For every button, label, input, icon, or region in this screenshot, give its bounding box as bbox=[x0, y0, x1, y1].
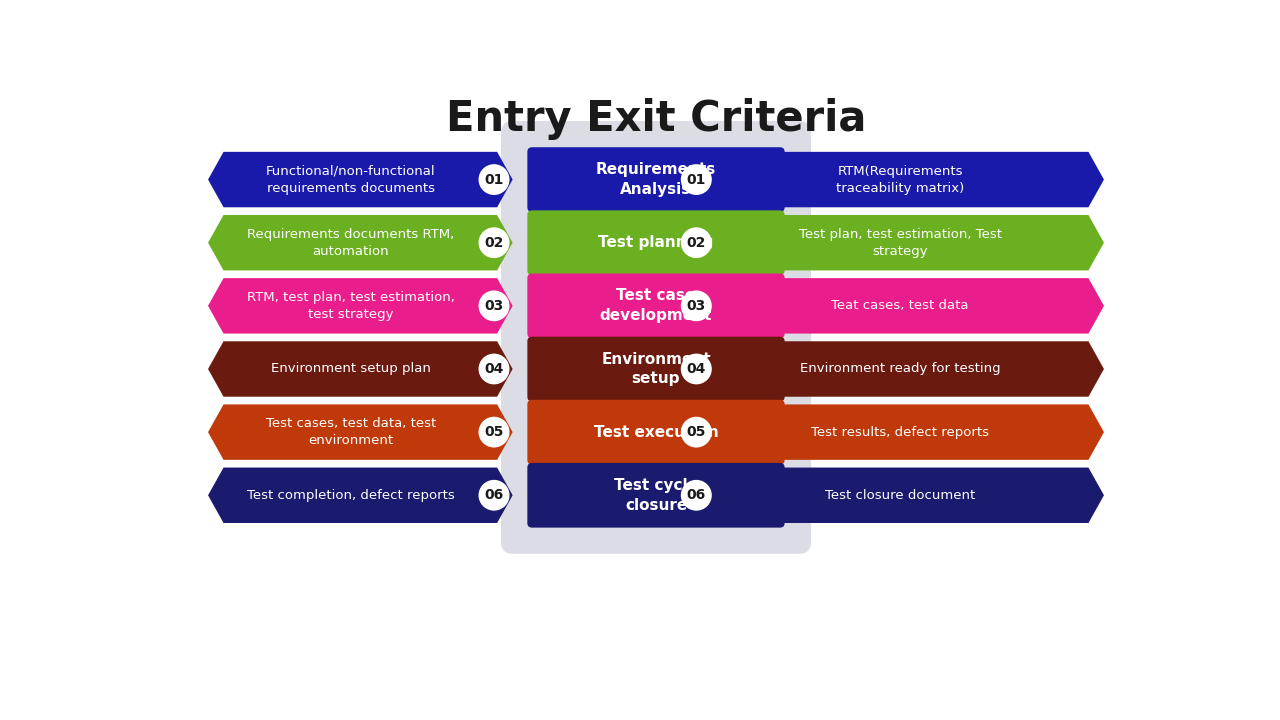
Polygon shape bbox=[209, 467, 512, 523]
Text: Test completion, defect reports: Test completion, defect reports bbox=[247, 489, 454, 502]
Text: Test cycle
closure: Test cycle closure bbox=[614, 478, 698, 513]
Text: Test cases, test data, test
environment: Test cases, test data, test environment bbox=[266, 417, 436, 447]
Text: 04: 04 bbox=[686, 362, 707, 376]
Text: 04: 04 bbox=[484, 362, 504, 376]
Circle shape bbox=[681, 290, 712, 321]
FancyBboxPatch shape bbox=[527, 337, 785, 401]
Text: Test execution: Test execution bbox=[594, 425, 718, 440]
Polygon shape bbox=[209, 341, 512, 397]
Polygon shape bbox=[209, 152, 512, 207]
Text: Environment ready for testing: Environment ready for testing bbox=[800, 362, 1001, 376]
FancyBboxPatch shape bbox=[500, 121, 812, 554]
FancyBboxPatch shape bbox=[527, 147, 785, 212]
Text: 06: 06 bbox=[686, 488, 707, 503]
Polygon shape bbox=[664, 278, 1103, 333]
Circle shape bbox=[479, 354, 509, 384]
Text: Functional/non-functional
requirements documents: Functional/non-functional requirements d… bbox=[266, 165, 436, 194]
FancyBboxPatch shape bbox=[527, 400, 785, 464]
Polygon shape bbox=[664, 405, 1103, 460]
Circle shape bbox=[479, 480, 509, 510]
Text: Test closure document: Test closure document bbox=[826, 489, 975, 502]
Text: 05: 05 bbox=[686, 425, 707, 439]
Circle shape bbox=[681, 164, 712, 195]
Circle shape bbox=[479, 164, 509, 195]
Polygon shape bbox=[664, 152, 1103, 207]
Polygon shape bbox=[209, 278, 512, 333]
FancyBboxPatch shape bbox=[527, 274, 785, 338]
Text: 01: 01 bbox=[686, 173, 707, 186]
FancyBboxPatch shape bbox=[527, 463, 785, 528]
Text: 06: 06 bbox=[484, 488, 503, 503]
Circle shape bbox=[479, 290, 509, 321]
Text: Environment
setup: Environment setup bbox=[602, 351, 710, 387]
Text: Test results, defect reports: Test results, defect reports bbox=[812, 426, 989, 438]
Polygon shape bbox=[664, 215, 1103, 271]
Circle shape bbox=[479, 228, 509, 258]
Polygon shape bbox=[664, 341, 1103, 397]
Text: Test plan, test estimation, Test
strategy: Test plan, test estimation, Test strateg… bbox=[799, 228, 1002, 258]
Text: Environment setup plan: Environment setup plan bbox=[271, 362, 431, 376]
Text: RTM, test plan, test estimation,
test strategy: RTM, test plan, test estimation, test st… bbox=[247, 291, 454, 321]
Text: 01: 01 bbox=[484, 173, 504, 186]
Circle shape bbox=[681, 228, 712, 258]
Text: 05: 05 bbox=[484, 425, 504, 439]
Text: 03: 03 bbox=[484, 299, 503, 313]
Text: Requirements
Analysis: Requirements Analysis bbox=[596, 162, 716, 197]
Text: RTM(Requirements
traceability matrix): RTM(Requirements traceability matrix) bbox=[836, 165, 964, 194]
Text: Test case
development: Test case development bbox=[600, 289, 712, 323]
Text: 02: 02 bbox=[484, 235, 504, 250]
Polygon shape bbox=[664, 467, 1103, 523]
Text: Requirements documents RTM,
automation: Requirements documents RTM, automation bbox=[247, 228, 454, 258]
Circle shape bbox=[479, 417, 509, 448]
Circle shape bbox=[681, 354, 712, 384]
Text: Entry Exit Criteria: Entry Exit Criteria bbox=[445, 98, 867, 140]
Circle shape bbox=[681, 417, 712, 448]
Circle shape bbox=[681, 480, 712, 510]
Text: 02: 02 bbox=[686, 235, 707, 250]
Text: Teat cases, test data: Teat cases, test data bbox=[832, 300, 969, 312]
Polygon shape bbox=[209, 405, 512, 460]
Text: Test planning: Test planning bbox=[598, 235, 714, 251]
Polygon shape bbox=[209, 215, 512, 271]
Text: 03: 03 bbox=[686, 299, 707, 313]
FancyBboxPatch shape bbox=[527, 210, 785, 275]
